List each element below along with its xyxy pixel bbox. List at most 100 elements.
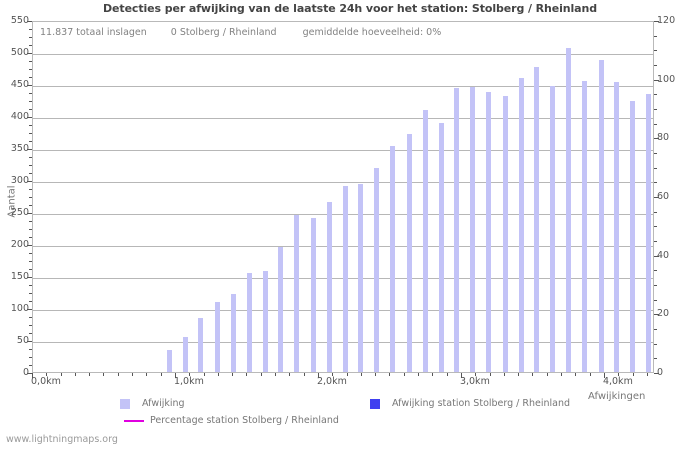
y-axis-left-tick (29, 293, 32, 294)
x-axis-tick-label: 1,0km (173, 376, 204, 387)
x-axis-tick (375, 373, 376, 376)
bar (502, 95, 508, 372)
bar (294, 215, 300, 372)
y-axis-left-tick (27, 373, 32, 374)
bar (166, 349, 172, 372)
y-axis-left-tick-label: 0 (22, 367, 29, 378)
y-axis-left-tick (29, 349, 32, 350)
y-axis-left-tick (29, 189, 32, 190)
bar (311, 217, 317, 372)
y-axis-left-tick (27, 21, 32, 22)
y-axis-right-tick (654, 80, 659, 81)
x-axis-tick (447, 373, 448, 376)
y-axis-right-tick (654, 168, 657, 169)
y-axis-left-tick (27, 213, 32, 214)
y-axis-left-tick (29, 77, 32, 78)
x-axis-tick (518, 373, 519, 376)
y-axis-right-tick (654, 314, 659, 315)
y-axis-left-tick (27, 341, 32, 342)
y-axis-left-tick-label: 500 (10, 47, 29, 58)
annotation-average: gemiddelde hoeveelheid: 0% (302, 27, 442, 38)
x-axis-title: Afwijkingen (588, 391, 646, 402)
x-axis-tick (575, 373, 576, 376)
y-axis-right-tick (654, 256, 659, 257)
y-axis-left-tick-label: 550 (10, 15, 29, 26)
y-axis-left-tick (29, 133, 32, 134)
x-axis-tick (432, 373, 433, 376)
y-axis-left-tick-label: 300 (10, 175, 29, 186)
y-axis-left-tick (29, 205, 32, 206)
bar (565, 47, 571, 372)
x-axis-tick (304, 373, 305, 376)
y-axis-left-tick (29, 317, 32, 318)
x-axis-tick (75, 373, 76, 376)
y-axis-left-tick (29, 221, 32, 222)
x-axis-tick (504, 373, 505, 376)
y-axis-left-tick (29, 45, 32, 46)
bar (246, 272, 252, 372)
y-axis-left-tick (29, 165, 32, 166)
y-axis-left-tick (27, 117, 32, 118)
y-axis-left-tick-label: 200 (10, 239, 29, 250)
y-axis-left-tick (29, 109, 32, 110)
x-axis-tick (461, 373, 462, 378)
x-axis-tick (246, 373, 247, 376)
x-axis-tick (61, 373, 62, 376)
y-axis-right-tick (654, 300, 657, 301)
legend-line-icon (124, 420, 144, 422)
x-axis-tick-label: 2,0km (316, 376, 347, 387)
legend-swatch-icon (120, 399, 130, 409)
bar (262, 270, 268, 372)
annotation-station-count: 0 Stolberg / Rheinland (170, 27, 277, 38)
y-axis-right-tick (654, 50, 657, 51)
y-axis-right-tick (654, 241, 657, 242)
y-axis-right-tick (654, 358, 657, 359)
x-axis-tick (161, 373, 162, 376)
x-axis-tick (389, 373, 390, 376)
x-axis-tick (132, 373, 133, 376)
bar (358, 184, 364, 372)
x-axis-tick (32, 373, 33, 378)
x-axis-tick (318, 373, 319, 378)
y-axis-right-tick-label: 120 (657, 15, 676, 26)
y-axis-left-tick (29, 125, 32, 126)
gridline (33, 54, 653, 55)
gridline (33, 182, 653, 183)
y-axis-left-tick (29, 357, 32, 358)
bar (645, 94, 651, 372)
y-axis-right-tick (654, 226, 657, 227)
x-axis-tick (103, 373, 104, 376)
y-axis-left-tick (29, 101, 32, 102)
y-axis-right-tick-label: 80 (657, 132, 670, 144)
y-axis-left: Aantal 0 50 100 150 200 250 300 350 400 450 500 550 (0, 0, 30, 450)
x-axis-tick (261, 373, 262, 376)
x-axis-tick (332, 373, 333, 376)
legend-label: Afwijking station Stolberg / Rheinland (392, 398, 571, 409)
y-axis-right-tick (654, 65, 657, 66)
y-axis-left-tick (29, 157, 32, 158)
y-axis-left-tick (29, 93, 32, 94)
bar (598, 59, 604, 372)
y-axis-left-tick-label: 150 (10, 271, 29, 282)
x-axis-tick (89, 373, 90, 376)
x-axis-tick (204, 373, 205, 376)
y-axis-right-tick (654, 124, 657, 125)
x-axis-tick (604, 373, 605, 378)
y-axis-left-tick (29, 61, 32, 62)
bar (374, 168, 380, 372)
x-axis-tick (418, 373, 419, 376)
x-axis-tick (633, 373, 634, 376)
x-axis-tick (218, 373, 219, 376)
y-axis-left-tick (29, 269, 32, 270)
bar (581, 81, 587, 372)
y-axis-right-tick (654, 153, 657, 154)
y-axis-left-tick (29, 229, 32, 230)
y-axis-left-tick-label: 50 (16, 335, 29, 346)
x-axis-tick (232, 373, 233, 376)
bar (454, 87, 460, 372)
y-axis-right-tick (654, 94, 657, 95)
x-axis-tick (618, 373, 619, 376)
bar (630, 101, 636, 372)
chart-legend: Afwijking Afwijking station Stolberg / Rh… (0, 394, 700, 430)
